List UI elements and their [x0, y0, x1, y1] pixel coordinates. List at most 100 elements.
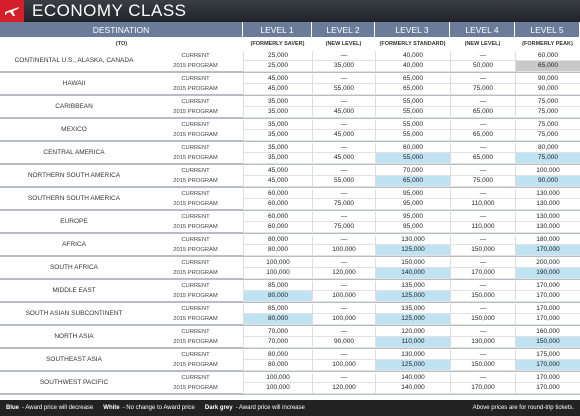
price-cell: 170,000 — [450, 268, 515, 279]
price-cell: 170,000 — [515, 280, 580, 291]
price-cell: — — [312, 303, 375, 314]
price-cell: 75,000 — [515, 130, 580, 141]
price-cell: 45,000 — [312, 153, 375, 164]
price-cell: 45,000 — [243, 165, 312, 176]
price-cell: — — [450, 211, 515, 222]
price-cell: — — [312, 188, 375, 199]
row-label: CURRENT — [181, 190, 210, 197]
price-cell: 120,000 — [312, 383, 375, 394]
column-subheader: (FORMERLY STANDARD) — [379, 40, 446, 47]
price-cell: 65,000 — [375, 176, 450, 187]
row-label: CURRENT — [181, 236, 210, 243]
column-subheader: (NEW LEVEL) — [325, 40, 362, 47]
price-cell: 150,000 — [450, 360, 515, 371]
price-cell: 135,000 — [375, 280, 450, 291]
price-cell: — — [450, 257, 515, 268]
row-separator — [148, 301, 580, 303]
price-cell: 150,000 — [450, 245, 515, 256]
row-separator — [148, 324, 580, 326]
price-cell: 75,000 — [312, 222, 375, 233]
price-cell: 35,000 — [243, 153, 312, 164]
price-cell: 35,000 — [243, 107, 312, 118]
price-cell: 55,000 — [375, 96, 450, 107]
price-cell: 70,000 — [375, 165, 450, 176]
footer-note: Above prices are for round-trip tickets. — [472, 405, 574, 411]
price-cell: 90,000 — [515, 84, 580, 95]
column-subheader: (FORMERLY PEAK) — [522, 40, 573, 47]
price-cell: — — [450, 50, 515, 61]
price-cell: — — [450, 119, 515, 130]
price-cell: 140,000 — [375, 372, 450, 383]
price-cell: — — [450, 73, 515, 84]
price-cell: 35,000 — [243, 130, 312, 141]
price-cell: 60,000 — [243, 188, 312, 199]
price-cell: 150,000 — [450, 314, 515, 325]
price-cell: 170,000 — [450, 383, 515, 394]
row-label: 2015 PROGRAM — [173, 132, 218, 139]
price-cell: 60,000 — [243, 199, 312, 210]
row-label: CURRENT — [181, 144, 210, 151]
price-cell: 35,000 — [312, 61, 375, 72]
row-separator — [148, 209, 580, 211]
price-cell: 35,000 — [243, 142, 312, 153]
destination: HAWAII — [0, 73, 148, 96]
price-cell: 180,000 — [515, 234, 580, 245]
price-cell: 55,000 — [312, 176, 375, 187]
price-cell: 55,000 — [375, 130, 450, 141]
row-label: 2015 PROGRAM — [173, 316, 218, 323]
price-cell: 125,000 — [375, 291, 450, 302]
row-label: 2015 PROGRAM — [173, 63, 218, 70]
price-cell: 110,000 — [450, 222, 515, 233]
price-cell: 80,000 — [515, 142, 580, 153]
row-label: CURRENT — [181, 167, 210, 174]
price-cell: — — [312, 142, 375, 153]
row-separator — [148, 370, 580, 372]
destination: SOUTH AFRICA — [0, 257, 148, 280]
price-cell: 55,000 — [312, 84, 375, 95]
price-cell: 75,000 — [515, 107, 580, 118]
price-cell: — — [312, 96, 375, 107]
row-label: CURRENT — [181, 282, 210, 289]
price-cell: 45,000 — [312, 130, 375, 141]
price-cell: 85,000 — [243, 303, 312, 314]
price-cell: 65,000 — [450, 130, 515, 141]
price-cell: — — [312, 326, 375, 337]
price-cell: 80,000 — [243, 349, 312, 360]
row-separator — [148, 347, 580, 349]
price-cell: 135,000 — [375, 303, 450, 314]
price-cell: 170,000 — [515, 383, 580, 394]
price-cell: — — [312, 372, 375, 383]
destination: SOUTHEAST ASIA — [0, 349, 148, 372]
price-cell: 150,000 — [450, 291, 515, 302]
price-cell: — — [450, 280, 515, 291]
price-cell: — — [450, 96, 515, 107]
row-separator — [148, 71, 580, 73]
row-separator — [148, 117, 580, 119]
price-cell: 65,000 — [450, 153, 515, 164]
price-cell: 45,000 — [243, 84, 312, 95]
header-bar — [0, 0, 580, 22]
destination: CARIBBEAN — [0, 96, 148, 119]
price-cell: 120,000 — [375, 326, 450, 337]
price-cell: 150,000 — [375, 257, 450, 268]
price-cell: 125,000 — [375, 314, 450, 325]
row-label: CURRENT — [181, 351, 210, 358]
price-cell: 170,000 — [515, 291, 580, 302]
price-cell: 60,000 — [375, 142, 450, 153]
column-subheader: (FORMERLY SAVER) — [250, 40, 305, 47]
row-label: 2015 PROGRAM — [173, 201, 218, 208]
price-cell: 170,000 — [515, 245, 580, 256]
row-label: CURRENT — [181, 374, 210, 381]
row-label: CURRENT — [181, 305, 210, 312]
price-cell: 100,000 — [243, 257, 312, 268]
price-cell: 100,000 — [243, 383, 312, 394]
row-label: CURRENT — [181, 259, 210, 266]
price-cell: 70,000 — [243, 326, 312, 337]
price-cell: — — [312, 257, 375, 268]
price-cell: — — [450, 234, 515, 245]
price-cell: — — [450, 372, 515, 383]
price-cell: 95,000 — [375, 222, 450, 233]
price-cell: 35,000 — [243, 96, 312, 107]
price-cell: 95,000 — [375, 211, 450, 222]
price-cell: 45,000 — [243, 73, 312, 84]
